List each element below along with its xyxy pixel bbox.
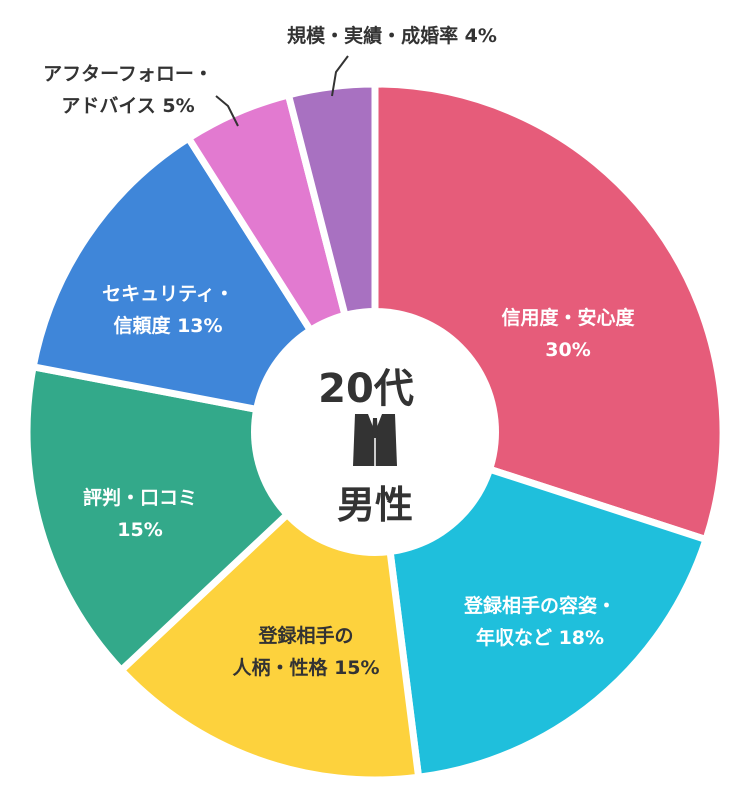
slice-label-line: 規模・実績・成婚率 4% — [287, 24, 497, 47]
slice-label-4: セキュリティ・信頼度 13% — [102, 283, 234, 337]
slice-label-3: 評判・口コミ 15% — [83, 486, 197, 541]
slice-label-line: 信頼度 13% — [113, 314, 222, 337]
slice-label-line: 登録相手の — [257, 624, 353, 647]
slice-label-line: 15% — [117, 519, 162, 541]
slice-label-2: 登録相手の人柄・性格 15% — [232, 624, 379, 679]
slice-label-line: アドバイス 5% — [61, 95, 194, 117]
slice-label-1: 登録相手の容姿・年収など 18% — [463, 594, 616, 649]
suit-icon — [353, 414, 397, 466]
leader-line-1 — [331, 55, 349, 97]
slice-label-line: 登録相手の容姿・ — [463, 594, 616, 617]
slice-label-5: アフターフォロー・アドバイス 5% — [43, 63, 213, 117]
slice-label-line: 年収など 18% — [476, 626, 604, 649]
center-hole: 20代 男性 — [251, 308, 499, 556]
slice-label-6: 規模・実績・成婚率 4% — [287, 24, 497, 47]
slice-label-line: セキュリティ・ — [102, 283, 234, 305]
slice-label-line: アフターフォロー・ — [43, 63, 213, 85]
leader-lines — [215, 55, 349, 127]
leader-line-0 — [215, 95, 239, 127]
slice-label-line: 評判・口コミ — [83, 486, 197, 509]
center-age-label: 20代 — [318, 366, 414, 412]
slice-label-line: 30% — [545, 339, 590, 361]
slice-label-line: 信用度・安心度 — [501, 306, 635, 329]
slice-label-0: 信用度・安心度 30% — [501, 306, 635, 361]
slice-labels: 信用度・安心度 30% 登録相手の容姿・年収など 18% 登録相手の人柄・性格 15%… — [43, 24, 635, 679]
center-gender-label: 男性 — [337, 483, 413, 527]
slice-label-line: 人柄・性格 15% — [232, 656, 379, 679]
